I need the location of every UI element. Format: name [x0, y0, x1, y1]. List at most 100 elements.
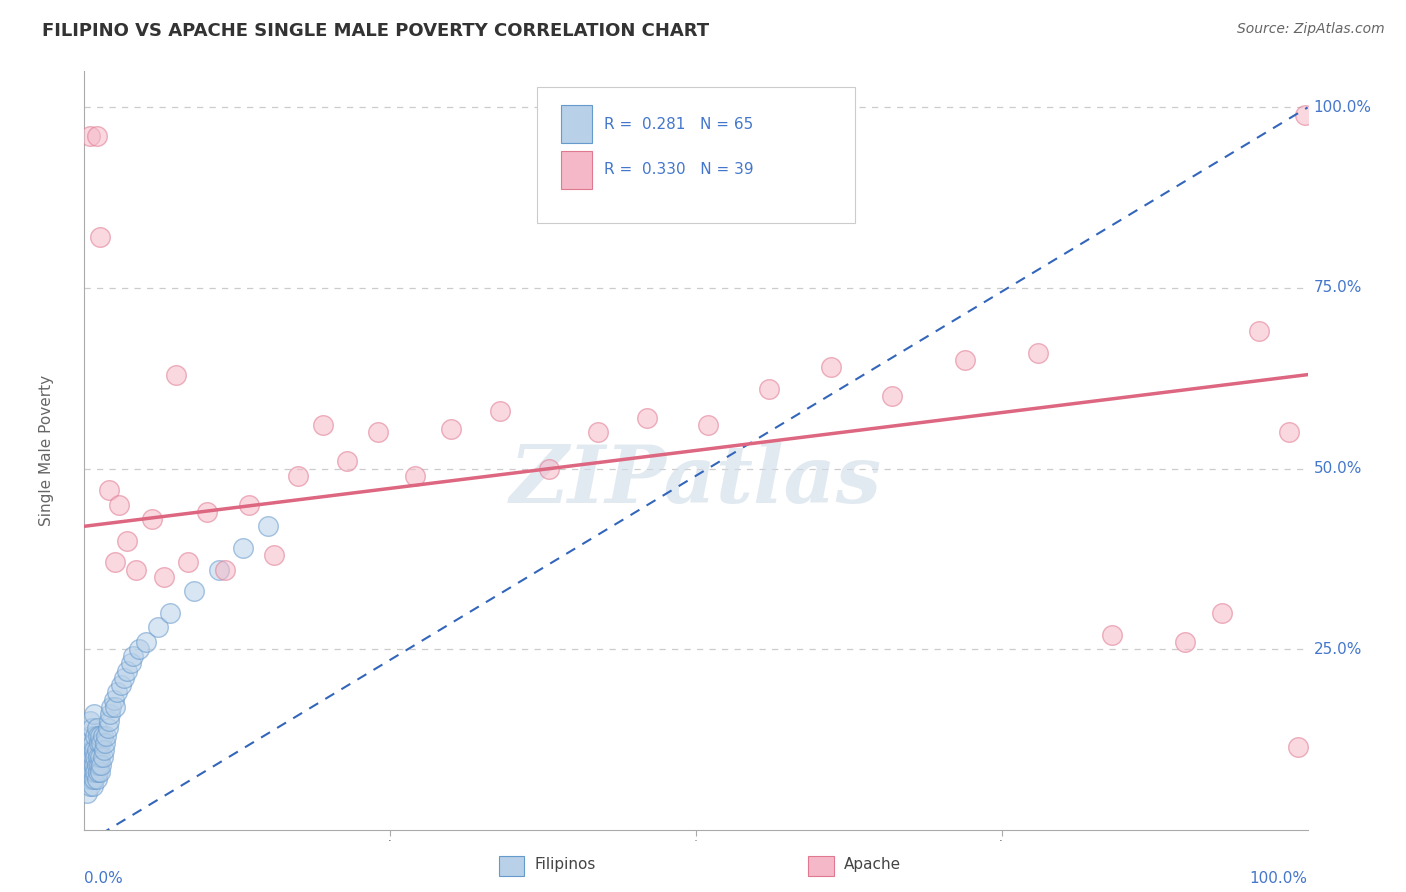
Point: [80, 722, 103, 736]
Point: [141, 512, 163, 526]
Point: [115, 664, 138, 678]
Point: [83, 772, 105, 786]
Point: [93, 743, 115, 757]
Point: [79, 750, 101, 764]
Point: [96, 729, 118, 743]
Point: [79, 729, 101, 743]
Point: [1028, 346, 1050, 360]
Point: [336, 454, 359, 468]
Point: [97, 483, 120, 498]
Point: [91, 729, 114, 743]
Point: [122, 649, 145, 664]
Point: [287, 468, 309, 483]
Point: [100, 699, 122, 714]
Point: [489, 403, 512, 417]
Point: [97, 722, 120, 736]
Point: [98, 706, 121, 721]
Point: [86, 743, 108, 757]
Point: [80, 743, 103, 757]
Point: [263, 548, 285, 562]
Point: [89, 729, 111, 743]
Point: [84, 750, 107, 764]
Point: [91, 750, 114, 764]
Point: [87, 750, 110, 764]
Point: [89, 230, 111, 244]
Point: [177, 555, 200, 569]
Point: [80, 757, 103, 772]
Point: [83, 757, 105, 772]
Point: [82, 764, 104, 779]
Point: [86, 772, 108, 786]
Point: [195, 505, 218, 519]
Point: [79, 764, 101, 779]
Bar: [561, 105, 592, 144]
Point: [82, 736, 104, 750]
Text: R =  0.330   N = 39: R = 0.330 N = 39: [605, 162, 754, 178]
Text: 50.0%: 50.0%: [1313, 461, 1362, 476]
Point: [89, 764, 111, 779]
Point: [538, 461, 561, 475]
Point: [97, 714, 120, 729]
Text: 0.0%: 0.0%: [84, 871, 124, 887]
Text: Source: ZipAtlas.com: Source: ZipAtlas.com: [1237, 22, 1385, 37]
Point: [1286, 739, 1309, 754]
Point: [90, 757, 112, 772]
Point: [90, 736, 112, 750]
Point: [214, 563, 236, 577]
Point: [87, 729, 110, 743]
Point: [76, 787, 98, 801]
Point: [440, 422, 463, 436]
Point: [82, 779, 104, 793]
Point: [880, 389, 903, 403]
Point: [105, 685, 128, 699]
Point: [112, 671, 135, 685]
Point: [115, 533, 138, 548]
Point: [77, 750, 100, 764]
Point: [77, 736, 100, 750]
Point: [104, 555, 127, 569]
Point: [165, 368, 187, 382]
Point: [80, 772, 103, 786]
Point: [238, 498, 260, 512]
Text: 75.0%: 75.0%: [1313, 280, 1362, 295]
Point: [135, 635, 157, 649]
Point: [77, 757, 100, 772]
Point: [84, 764, 107, 779]
Text: 100.0%: 100.0%: [1313, 100, 1372, 115]
Point: [1211, 606, 1233, 620]
Bar: [561, 151, 592, 189]
Point: [77, 764, 100, 779]
Point: [87, 757, 110, 772]
Point: [125, 563, 148, 577]
Text: Filipinos: Filipinos: [534, 857, 596, 872]
Text: R =  0.281   N = 65: R = 0.281 N = 65: [605, 117, 754, 132]
Point: [586, 425, 609, 440]
Text: 25.0%: 25.0%: [1313, 641, 1362, 657]
Point: [84, 729, 107, 743]
Point: [636, 411, 658, 425]
Point: [94, 736, 117, 750]
Point: [128, 642, 150, 657]
Point: [159, 606, 181, 620]
Point: [104, 699, 127, 714]
Point: [146, 620, 169, 634]
Point: [86, 129, 108, 144]
Point: [87, 736, 110, 750]
Point: [1101, 627, 1123, 641]
Point: [87, 764, 110, 779]
Point: [89, 750, 111, 764]
Point: [83, 706, 105, 721]
Point: [820, 360, 842, 375]
Point: [79, 714, 101, 729]
Text: FILIPINO VS APACHE SINGLE MALE POVERTY CORRELATION CHART: FILIPINO VS APACHE SINGLE MALE POVERTY C…: [42, 22, 709, 40]
Point: [86, 722, 108, 736]
FancyBboxPatch shape: [537, 87, 855, 223]
Point: [257, 519, 280, 533]
Point: [404, 468, 426, 483]
Point: [110, 678, 132, 692]
Point: [86, 757, 108, 772]
Point: [107, 498, 129, 512]
Point: [153, 570, 176, 584]
Point: [953, 353, 976, 368]
Text: Single Male Poverty: Single Male Poverty: [39, 375, 53, 526]
